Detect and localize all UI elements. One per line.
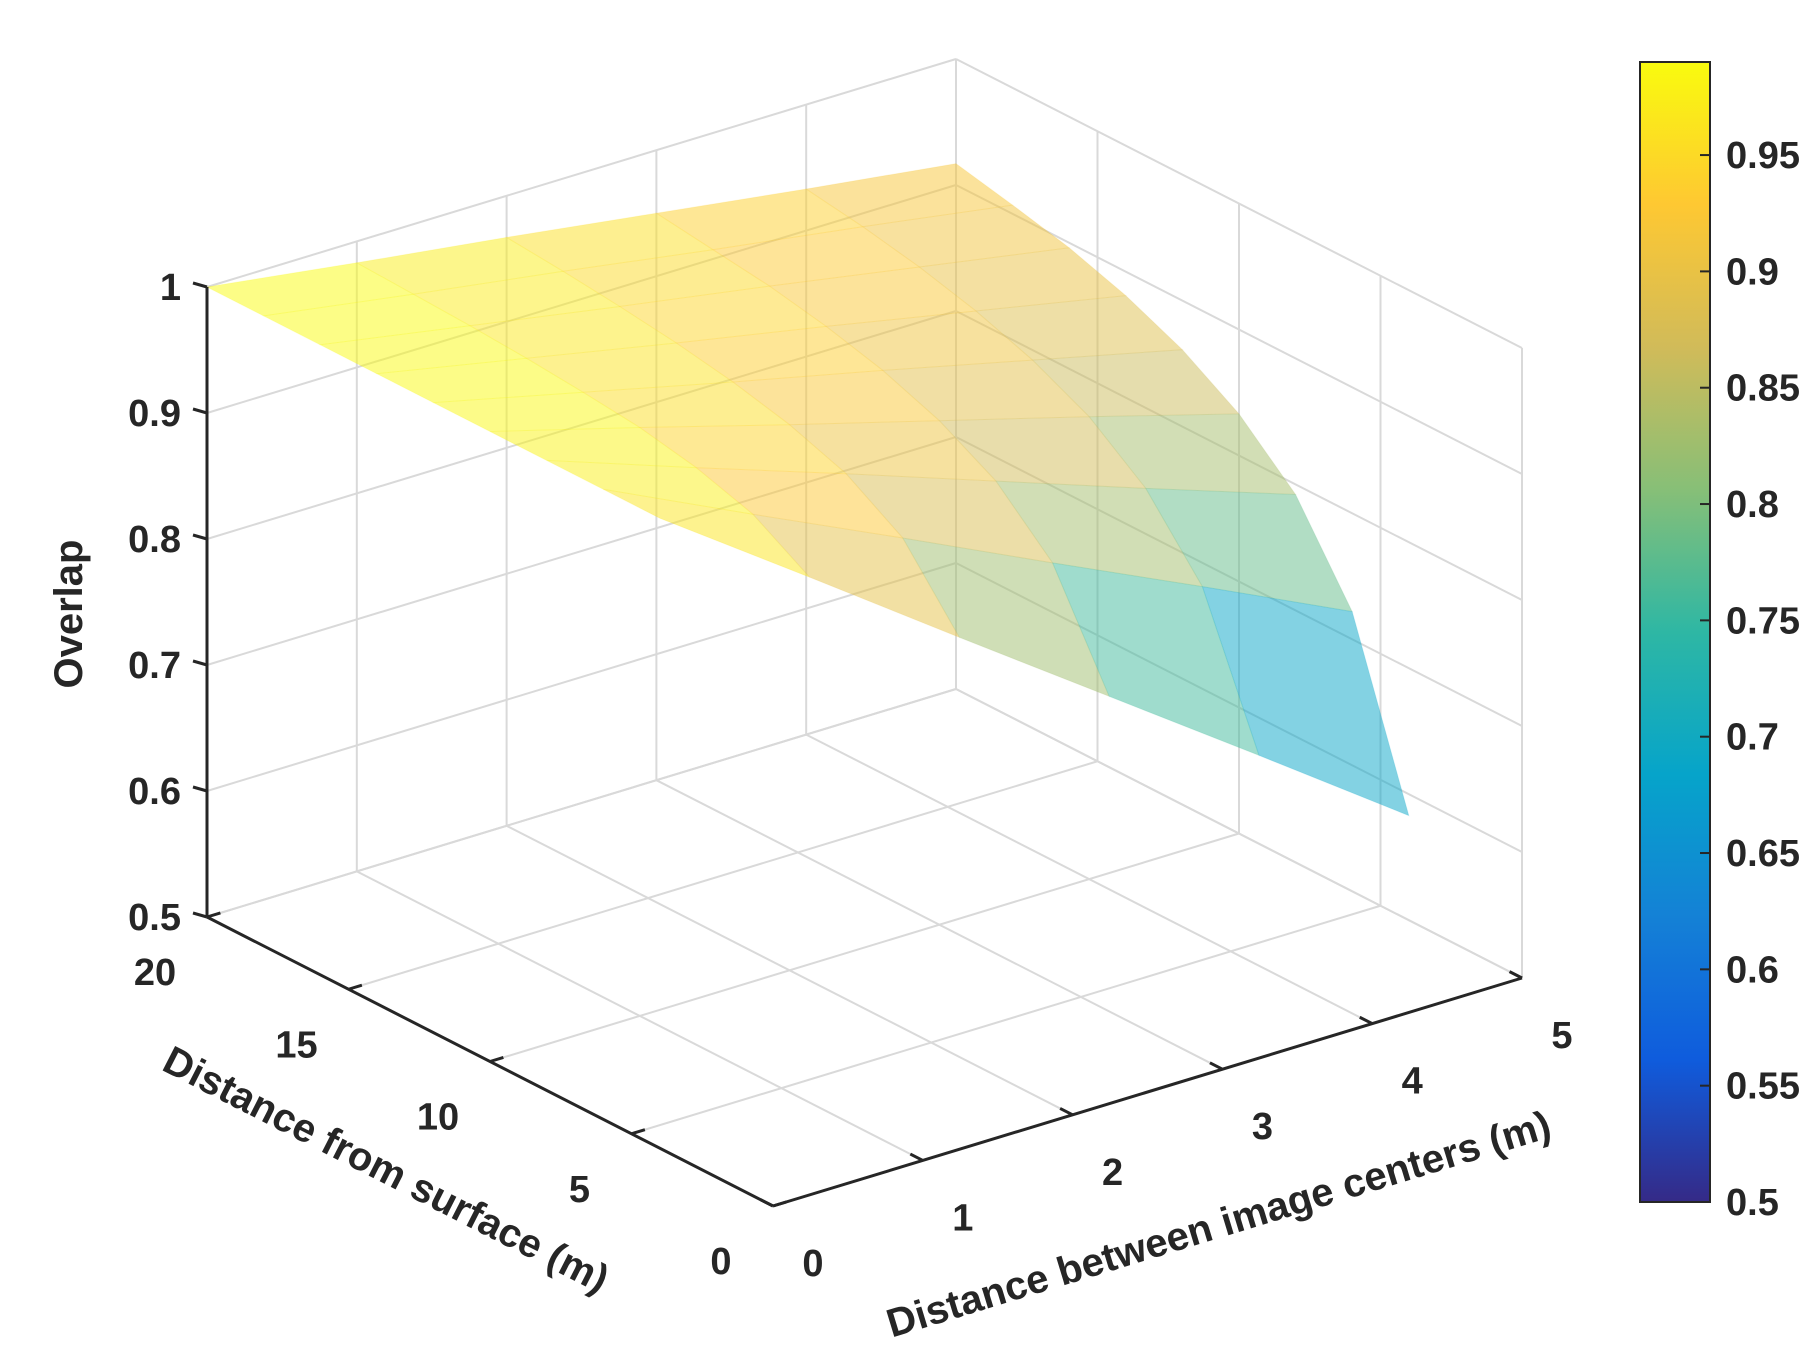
x-tick [759, 1198, 774, 1208]
x-tick-label: 5 [1551, 1015, 1572, 1057]
z-tick-label: 0.9 [128, 393, 181, 435]
z-tick [192, 533, 208, 541]
y-tick-label: 20 [134, 952, 176, 994]
colorbar-tick-label: 0.6 [1726, 949, 1779, 991]
x-tick-label: 1 [952, 1197, 973, 1239]
x-axis-title: Distance between image centers (m) [882, 1103, 1556, 1346]
y-tick [631, 1128, 646, 1136]
x-tick-label: 3 [1252, 1106, 1273, 1148]
z-tick-label: 1 [160, 267, 181, 309]
z-tick [192, 785, 208, 793]
floor-grid-line [489, 832, 1240, 1063]
colorbar-tick-label: 0.5 [1726, 1182, 1779, 1224]
y-tick-label: 5 [569, 1169, 590, 1211]
colorbar-tick-label: 0.9 [1726, 251, 1779, 293]
x-tick-label: 2 [1102, 1152, 1123, 1194]
floor-grid-line [348, 760, 1098, 991]
colorbar-tick-label: 0.85 [1726, 368, 1800, 410]
y-tick-label: 15 [275, 1024, 317, 1066]
surface-patch [804, 163, 1014, 228]
z-tick [192, 407, 208, 415]
back-wall-grid-line [206, 58, 957, 288]
surface-plot [205, 163, 1410, 817]
x-tick [1359, 1015, 1373, 1025]
y-tick-label: 10 [417, 1097, 459, 1139]
x-tick [1508, 970, 1523, 980]
colorbar-gradient [1639, 61, 1711, 1203]
z-tick-label: 0.8 [128, 519, 181, 561]
y-tick [206, 911, 221, 919]
y-tick [772, 1200, 787, 1208]
z-axis-title: Overlap [47, 540, 91, 689]
x-axis-line [772, 976, 1523, 1208]
colorbar-tick-label: 0.65 [1726, 833, 1800, 875]
side-wall-grid-line [955, 184, 1523, 475]
colorbar-tick-label: 0.75 [1726, 600, 1800, 642]
x-tick [909, 1152, 924, 1162]
z-tick [192, 911, 208, 919]
side-wall-grid-line [955, 58, 1523, 349]
surface-patch [1201, 585, 1410, 817]
x-tick-label: 4 [1402, 1061, 1423, 1103]
y-tick-label: 0 [710, 1241, 731, 1283]
colorbar-tick-label: 0.7 [1726, 717, 1779, 759]
back-wall-grid-line [206, 688, 957, 918]
floor-grid-line [631, 904, 1381, 1135]
colorbar-tick-label: 0.8 [1726, 484, 1779, 526]
colorbar-tick-label: 0.95 [1726, 135, 1800, 177]
y-tick [348, 983, 363, 991]
z-tick-label: 0.6 [128, 771, 181, 813]
tick-labels: 0 1 2 3 4 5 0 5 10 15 20 0.5 0.6 0.7 0.8 0.9 1 [128, 267, 1572, 1285]
y-tick [489, 1055, 504, 1063]
axes [192, 281, 1523, 1208]
z-tick [192, 659, 208, 667]
back-wall-grid-line [206, 562, 957, 792]
x-tick [1059, 1107, 1074, 1117]
colorbar: 0.5 0.55 0.6 0.65 0.7 0.75 0.8 0.85 0.9 0.95 [1639, 61, 1800, 1224]
z-tick [192, 281, 208, 289]
x-tick-label: 0 [802, 1243, 823, 1285]
colorbar-tick-label: 0.55 [1726, 1066, 1800, 1108]
surface-patch [861, 204, 1071, 268]
y-axis-title: Distance from surface (m) [156, 1038, 616, 1302]
side-wall-grid-line [955, 688, 1523, 979]
z-tick-label: 0.7 [128, 645, 181, 687]
z-tick-label: 0.5 [128, 897, 181, 939]
x-tick [1209, 1061, 1224, 1071]
